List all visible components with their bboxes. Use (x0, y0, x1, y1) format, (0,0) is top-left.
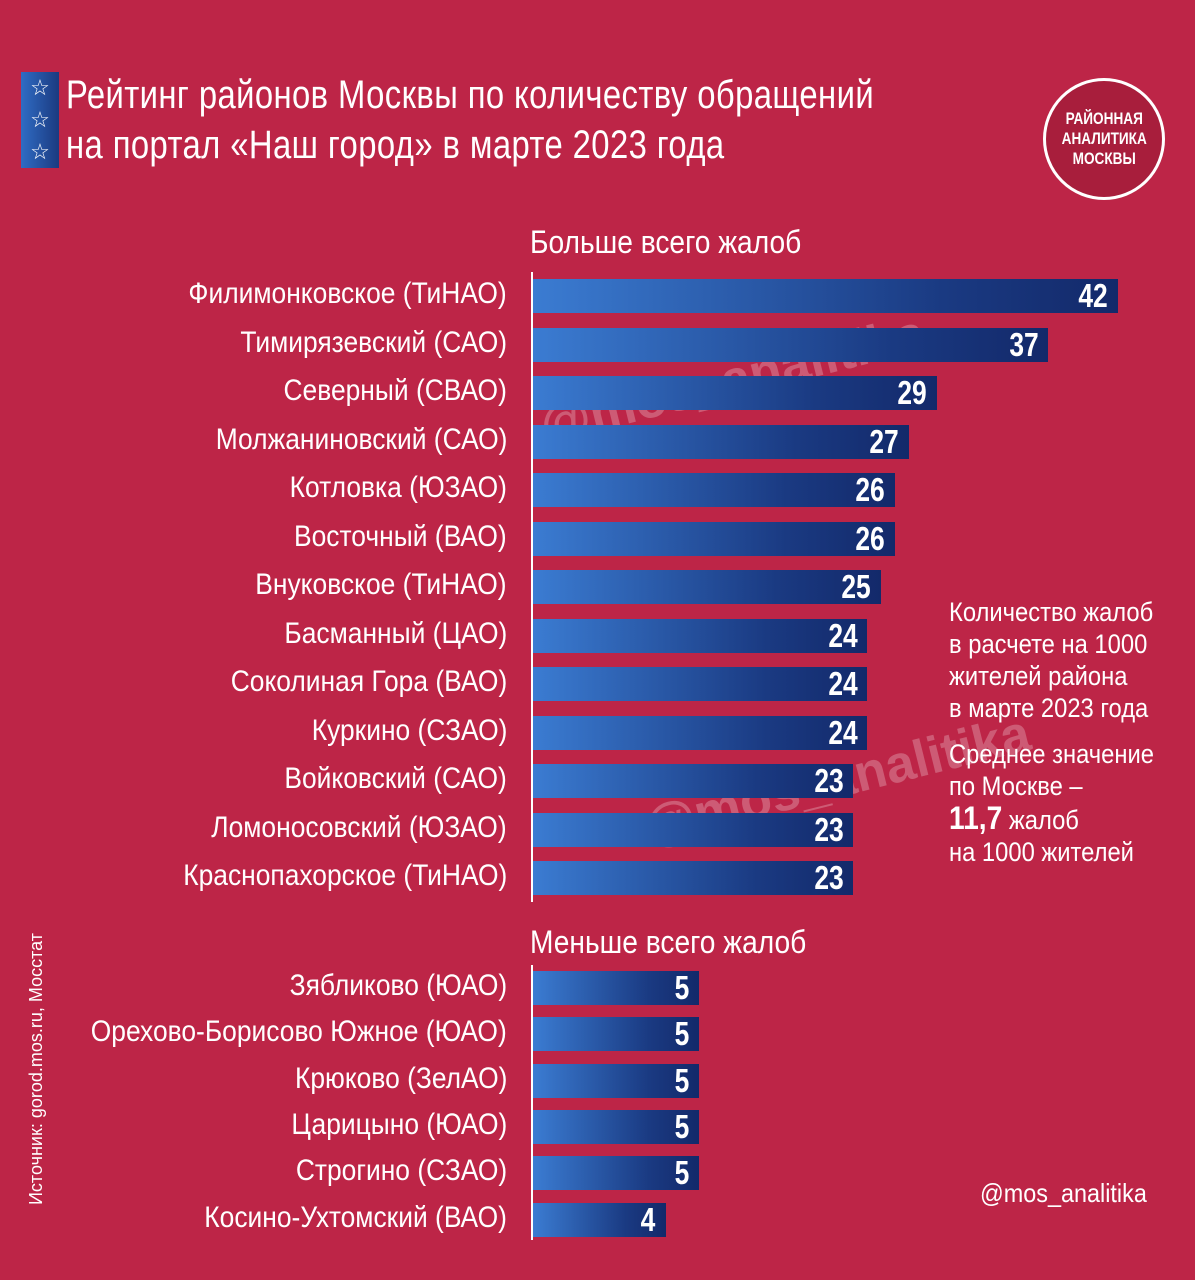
bar-value-label: 5 (674, 1154, 689, 1192)
bar-label: Косино-Ухтомский (ВАО) (204, 1200, 507, 1234)
bar-label: Куркино (СЗАО) (311, 713, 507, 747)
page-title: Рейтинг районов Москвы по количеству обр… (66, 70, 874, 170)
bar: 29 (533, 374, 937, 411)
bar-value-label: 26 (855, 471, 886, 508)
bar-value-label: 29 (897, 374, 927, 411)
bar-value-label: 24 (827, 713, 858, 751)
logo: РАЙОННАЯ АНАЛИТИКА МОСКВЫ (1043, 78, 1165, 200)
bar: 26 (533, 519, 896, 557)
bar-label: Краснопахорское (ТиНАО) (182, 859, 507, 892)
note-line: в марте 2023 года (949, 693, 1149, 723)
note-line: жителей района (949, 661, 1128, 691)
bar-value-label: 5 (674, 1015, 689, 1053)
note-line: Количество жалоб (949, 597, 1154, 627)
bar: 5 (533, 1015, 699, 1053)
section-title-most: Больше всего жалоб (530, 224, 802, 260)
handle-text: @mos_analitika (980, 1178, 1147, 1208)
bar-value-label: 25 (841, 568, 872, 605)
star-icon: ☆ (30, 107, 50, 132)
bar: 42 (533, 277, 1118, 314)
axis-line (531, 965, 533, 1240)
bar-label: Строгино (СЗАО) (295, 1154, 507, 1188)
bar-value-label: 5 (674, 969, 689, 1006)
bar-label: Внуковское (ТиНАО) (255, 568, 507, 601)
bar: 37 (533, 325, 1049, 363)
bar: 23 (533, 810, 854, 848)
bar-value-label: 4 (641, 1200, 656, 1238)
bar: 24 (533, 713, 868, 751)
bar: 5 (533, 1154, 699, 1192)
bar: 27 (533, 422, 910, 460)
bar-value-label: 27 (869, 422, 900, 460)
bar-value-label: 24 (827, 616, 858, 654)
bar-value-label: 23 (813, 810, 844, 848)
bar-label: Орехово-Борисово Южное (ЮАО) (90, 1015, 507, 1049)
bar: 26 (533, 471, 896, 508)
note-line: на 1000 жителей (949, 837, 1134, 867)
note-line: по Москве – (949, 771, 1083, 801)
source-text: Источник: gorod.mos.ru, Мосстат (26, 932, 46, 1205)
star-icon: ☆ (30, 75, 50, 100)
note-line: в расчете на 1000 (949, 629, 1148, 659)
bar-value-label: 23 (813, 762, 844, 799)
bar-label: Соколиная Гора (ВАО) (230, 665, 507, 698)
bar-label: Войковский (САО) (284, 762, 507, 795)
note-line: Среднее значение (949, 739, 1154, 769)
bar: 5 (533, 1061, 699, 1099)
bar-label: Крюково (ЗелАО) (294, 1061, 507, 1095)
note-line: жалоб (1002, 805, 1079, 835)
bar-value-label: 37 (1008, 325, 1039, 363)
bar-label: Филимонковское (ТиНАО) (188, 277, 507, 310)
bar: 25 (533, 568, 882, 605)
bar-label: Ломоносовский (ЮЗАО) (211, 810, 507, 844)
bar-value-label: 42 (1078, 277, 1108, 314)
bar-label: Царицыно (ЮАО) (291, 1107, 507, 1141)
bar-label: Котловка (ЮЗАО) (289, 471, 507, 504)
bar-label: Тимирязевский (САО) (240, 325, 507, 359)
bar-value-label: 23 (813, 859, 844, 896)
bar-label: Северный (СВАО) (283, 374, 507, 407)
logo-text: МОСКВЫ (1072, 149, 1136, 168)
bar: 24 (533, 616, 868, 654)
bar: 23 (533, 762, 854, 799)
bar-label: Басманный (ЦАО) (284, 616, 507, 650)
bar-value-label: 26 (855, 519, 886, 557)
bar-value-label: 5 (674, 1061, 689, 1099)
bar-label: Зябликово (ЮАО) (289, 969, 507, 1002)
average-value: 11,7 (949, 800, 1003, 836)
bar: 4 (533, 1200, 666, 1238)
bar-value-label: 5 (674, 1107, 689, 1145)
bar: 24 (533, 665, 868, 702)
section-title-least: Меньше всего жалоб (530, 924, 807, 960)
logo-text: РАЙОННАЯ (1065, 109, 1143, 128)
bar: 5 (533, 969, 699, 1006)
axis-line (531, 272, 533, 902)
chart-note: Количество жалоб в расчете на 1000 жител… (949, 596, 1154, 868)
title-line: на портал «Наш город» в марте 2023 года (66, 123, 725, 167)
logo-text: АНАЛИТИКА (1061, 129, 1147, 148)
title-line: Рейтинг районов Москвы по количеству обр… (66, 73, 875, 117)
stars-badge: ☆ ☆ ☆ (21, 72, 59, 168)
bar-label: Восточный (ВАО) (294, 519, 507, 553)
bar-value-label: 24 (827, 665, 858, 702)
bar: 23 (533, 859, 854, 896)
star-icon: ☆ (30, 139, 50, 164)
bar-label: Молжаниновский (САО) (215, 422, 507, 456)
bar: 5 (533, 1107, 699, 1145)
